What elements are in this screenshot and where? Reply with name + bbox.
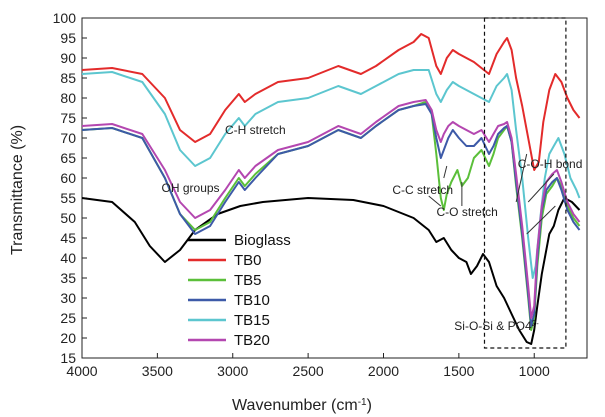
y-tick-label: 75 <box>60 110 76 126</box>
legend-label: TB15 <box>234 312 270 329</box>
y-tick-label: 70 <box>60 130 76 146</box>
annotation-text: C-H stretch <box>225 123 286 137</box>
y-tick-label: 20 <box>60 330 76 346</box>
legend-label: TB20 <box>234 332 270 349</box>
plot-frame <box>81 17 588 359</box>
y-tick-label: 65 <box>60 150 76 166</box>
y-tick-label: 80 <box>60 90 76 106</box>
series-line-tb5 <box>81 101 581 331</box>
axes: 15 20 25 30 35 40 45 50 55 60 65 70 75 80 85 90 95 100 400… <box>53 10 588 379</box>
annotation-text: C-C stretch <box>392 183 453 197</box>
x-tick-label: 3500 <box>142 363 173 379</box>
y-tick-label: 45 <box>60 230 76 246</box>
x-tick-label: 2000 <box>368 363 399 379</box>
y-tick-label: 30 <box>60 290 76 306</box>
x-axis-title-main: Wavenumber (cm <box>232 397 358 414</box>
annotation-text: C-O-H bond <box>518 157 583 171</box>
y-tick-label: 50 <box>60 210 76 226</box>
x-tick-label: 1000 <box>519 363 550 379</box>
y-tick-label: 60 <box>60 170 76 186</box>
x-axis-title-end: ) <box>367 397 372 414</box>
annotations-group: C-H stretch OH groups C-C stretch C-O stret… <box>162 123 583 333</box>
y-axis-title: Transmittance (%) <box>9 125 26 255</box>
series-line-tb0 <box>81 33 581 171</box>
highlight-box <box>483 17 567 349</box>
y-tick-label: 35 <box>60 270 76 286</box>
series-group <box>81 33 581 345</box>
annotation-text: C-O stretch <box>436 205 497 219</box>
x-axis-title-sup: -1 <box>358 397 367 408</box>
annotation-pointer <box>527 173 555 203</box>
annotation-label: C-H stretch <box>225 123 286 137</box>
annotation-pointer <box>526 205 556 235</box>
y-tick-label: 25 <box>60 310 76 326</box>
y-tick-label: 95 <box>60 30 76 46</box>
y-tick-label: 15 <box>60 350 76 366</box>
x-tick-label: 2500 <box>293 363 324 379</box>
y-tick-label: 55 <box>60 190 76 206</box>
annotation-sup: 2- <box>532 319 539 328</box>
annotation-text: OH groups <box>162 181 220 195</box>
annotation-label: C-C stretch <box>392 183 453 197</box>
x-axis-title: Wavenumber (cm-1) <box>232 397 372 415</box>
y-tick-label: 85 <box>60 70 76 86</box>
y-tick-label: 40 <box>60 250 76 266</box>
highlight-box-group <box>483 17 567 349</box>
annotation-pointer <box>443 165 448 179</box>
legend-label: TB10 <box>234 292 270 309</box>
annotation-text: Si-O-Si & PO4 <box>454 319 532 333</box>
series-line-tb20 <box>81 99 581 319</box>
annotation-pointer <box>428 195 442 207</box>
annotation-label: C-O-H bond <box>518 157 583 171</box>
legend-label: TB0 <box>234 252 262 269</box>
series-line-bioglass <box>81 197 581 345</box>
series-line-tb10 <box>81 103 581 327</box>
x-tick-label: 1500 <box>443 363 474 379</box>
annotation-label: C-O stretch <box>436 205 497 219</box>
y-tick-label: 100 <box>53 10 77 26</box>
legend-label: TB5 <box>234 272 262 289</box>
legend: Bioglass TB0 TB5 TB10 TB15 TB20 <box>188 232 291 349</box>
annotation-pointer <box>515 153 528 203</box>
legend-label: Bioglass <box>234 232 291 249</box>
x-tick-label: 4000 <box>66 363 97 379</box>
x-tick-label: 3000 <box>217 363 248 379</box>
series-line-tb15 <box>81 69 581 279</box>
y-tick-label: 90 <box>60 50 76 66</box>
annotation-label: OH groups <box>162 181 220 195</box>
annotation-label: Si-O-Si & PO42- <box>454 319 539 334</box>
